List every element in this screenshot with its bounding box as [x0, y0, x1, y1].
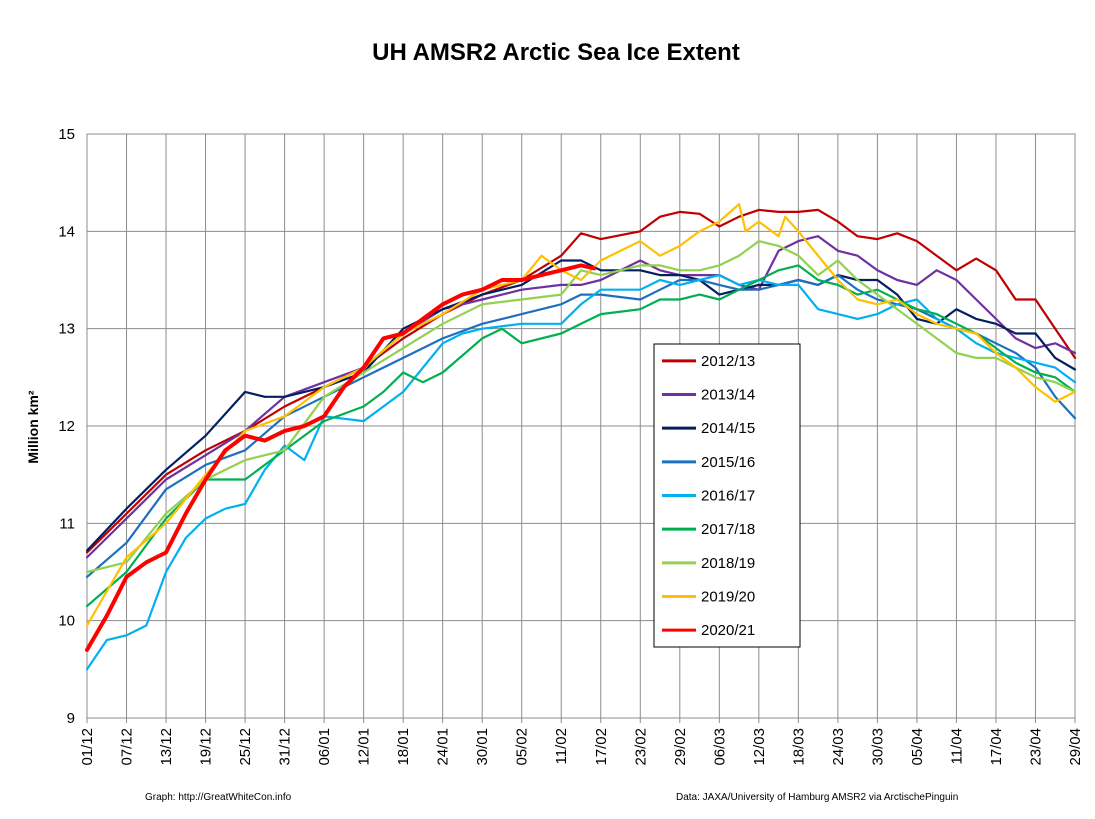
y-tick-label: 10 — [58, 613, 75, 630]
x-tick-label: 19/12 — [198, 728, 215, 766]
legend-label: 2014/15 — [701, 420, 755, 437]
legend-label: 2012/13 — [701, 353, 755, 370]
x-tick-label: 17/02 — [593, 728, 610, 766]
grid — [86, 133, 1076, 723]
series-line-2018-19 — [85, 240, 1077, 574]
y-tick-label: 12 — [58, 418, 75, 435]
y-tick-label: 11 — [59, 515, 75, 532]
y-tick-label: 14 — [58, 223, 75, 240]
y-tick-label: 9 — [67, 710, 75, 727]
x-tick-label: 23/02 — [632, 728, 649, 766]
series-line-2020-21 — [85, 263, 597, 652]
x-tick-label: 24/03 — [830, 728, 847, 766]
x-tick-label: 12/01 — [356, 728, 373, 766]
x-tick-label: 31/12 — [277, 728, 294, 766]
legend-label: 2020/21 — [701, 622, 755, 639]
x-tick-label: 07/12 — [119, 728, 136, 766]
credit-right: Data: JAXA/University of Hamburg AMSR2 v… — [676, 792, 958, 803]
x-tick-label: 13/12 — [158, 728, 175, 766]
legend: 2012/13 2013/14 2014/15 2015/16 2016/17 2017/… — [653, 343, 801, 648]
legend-label: 2017/18 — [701, 521, 755, 538]
series-line-2017-18 — [85, 264, 1077, 608]
x-tick-label: 11/04 — [948, 728, 965, 764]
legend-label: 2018/19 — [701, 555, 755, 572]
x-tick-label: 24/01 — [435, 728, 452, 766]
chart-title: UH AMSR2 Arctic Sea Ice Extent — [372, 39, 740, 66]
x-tick-label: 01/12 — [79, 728, 96, 766]
x-tick-label: 06/01 — [316, 728, 333, 766]
credit-left: Graph: http://GreatWhiteCon.info — [145, 792, 292, 803]
x-tick-label: 25/12 — [237, 728, 254, 766]
y-tick-label: 13 — [58, 321, 75, 338]
x-axis: 01/12 07/12 13/12 19/12 25/12 31/12 06/01 12/01… — [79, 728, 1084, 766]
x-tick-label: 29/02 — [672, 728, 689, 766]
series-lines — [85, 203, 1077, 671]
series-line-2016-17 — [85, 274, 1077, 671]
y-axis: 9 10 11 12 13 14 15 — [58, 126, 75, 727]
x-tick-label: 06/03 — [711, 728, 728, 766]
legend-label: 2015/16 — [701, 454, 755, 471]
series-line-2013-14 — [85, 235, 1077, 559]
y-tick-label: 15 — [58, 126, 75, 143]
x-tick-label: 05/04 — [909, 728, 926, 766]
legend-label: 2019/20 — [701, 589, 755, 606]
x-tick-label: 11/02 — [553, 728, 570, 764]
x-tick-label: 18/03 — [790, 728, 807, 766]
x-tick-label: 18/01 — [395, 728, 412, 766]
x-tick-label: 30/01 — [474, 728, 491, 766]
x-tick-label: 30/03 — [869, 728, 886, 766]
legend-label: 2016/17 — [701, 488, 755, 505]
legend-label: 2013/14 — [701, 387, 755, 404]
y-axis-label: Million km² — [25, 390, 41, 463]
x-tick-label: 12/03 — [751, 728, 768, 766]
x-tick-label: 17/04 — [988, 728, 1005, 766]
x-tick-label: 05/02 — [514, 728, 531, 766]
x-tick-label: 23/04 — [1027, 728, 1044, 766]
x-tick-label: 29/04 — [1067, 728, 1084, 766]
series-line-2019-20 — [85, 203, 1077, 627]
